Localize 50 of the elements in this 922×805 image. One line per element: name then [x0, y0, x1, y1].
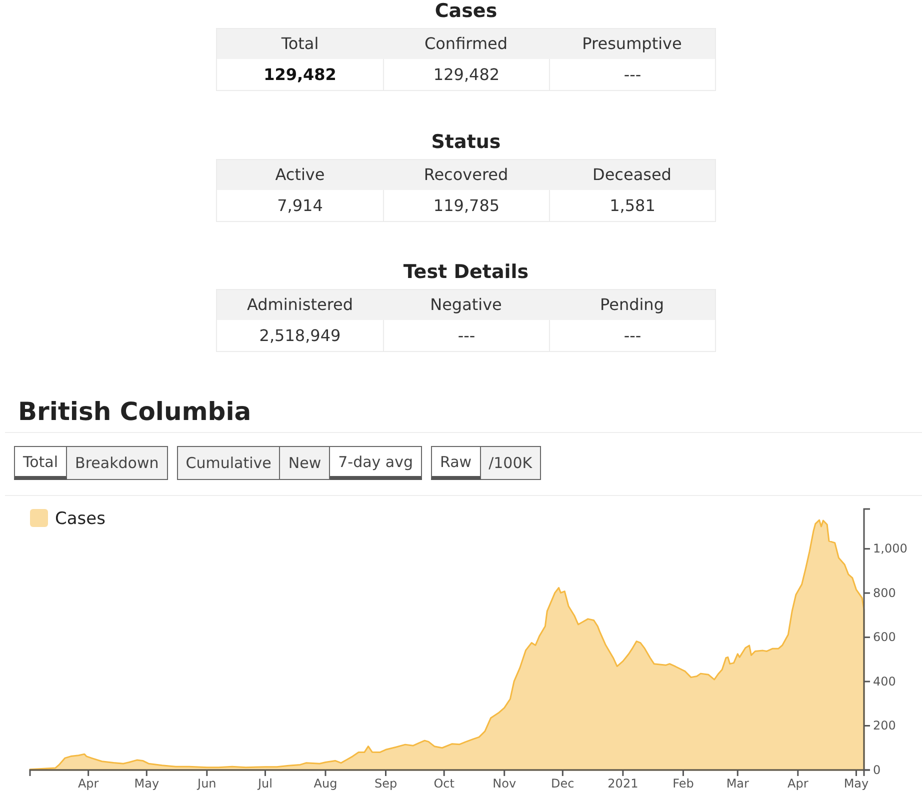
- x-tick-label: Apr: [788, 776, 808, 791]
- category-label: Presumptive: [549, 29, 715, 59]
- text: 129,482: [433, 65, 500, 84]
- category-label: Deceased: [549, 160, 715, 190]
- y-tick-label: 0: [873, 762, 881, 777]
- toggle-button[interactable]: New: [280, 446, 330, 480]
- toggle-button[interactable]: Cumulative: [176, 446, 280, 480]
- text: 7,914: [277, 196, 323, 215]
- text: ---: [624, 65, 642, 84]
- y-tick-label: 1,000: [873, 542, 908, 556]
- text: Test Details: [402, 260, 530, 285]
- x-tick-label: Jun: [196, 776, 216, 791]
- text: Cases: [434, 0, 498, 24]
- text: 2,518,949: [259, 326, 341, 345]
- x-tick-label: 2021: [608, 776, 638, 791]
- y-tick-label: 200: [873, 718, 896, 733]
- x-tick-label: Oct: [434, 776, 455, 791]
- x-tick-label: Nov: [492, 776, 516, 791]
- category-label: Confirmed: [383, 29, 549, 59]
- y-tick-label: 800: [873, 586, 896, 600]
- x-tick-label: Mar: [726, 776, 750, 791]
- text: ---: [624, 326, 642, 345]
- category-label: Pending: [549, 290, 715, 320]
- text: 119,785: [433, 196, 500, 215]
- y-tick-label: 600: [873, 630, 896, 644]
- chart-title: British Columbia: [18, 396, 252, 428]
- text: ---: [458, 326, 476, 345]
- category-label: Recovered: [383, 160, 549, 190]
- x-tick-label: May: [134, 776, 160, 791]
- x-tick-label: Sep: [374, 776, 398, 791]
- x-tick-label: Aug: [314, 776, 338, 791]
- x-tick-label: Feb: [672, 776, 694, 791]
- legend-label: Cases: [55, 508, 106, 529]
- category-label: Administered: [217, 290, 383, 320]
- x-tick-label: Jul: [256, 776, 272, 791]
- x-tick-label: Apr: [78, 776, 99, 791]
- toggle-button[interactable]: Breakdown: [67, 446, 168, 480]
- category-label: Active: [217, 160, 383, 190]
- category-label: Negative: [383, 290, 549, 320]
- toggle-button[interactable]: 7-day avg: [330, 446, 422, 480]
- toggle-button[interactable]: Raw: [431, 446, 481, 480]
- text: Status: [430, 130, 502, 155]
- x-tick-label: May: [844, 776, 869, 791]
- text: 1,581: [610, 196, 656, 215]
- toggle-button[interactable]: Total: [14, 446, 68, 480]
- category-label: Total: [217, 29, 383, 59]
- y-tick-label: 400: [873, 674, 896, 688]
- toggle-button[interactable]: /100K: [480, 446, 542, 480]
- x-tick-label: Dec: [551, 776, 574, 791]
- text: 129,482: [264, 65, 336, 84]
